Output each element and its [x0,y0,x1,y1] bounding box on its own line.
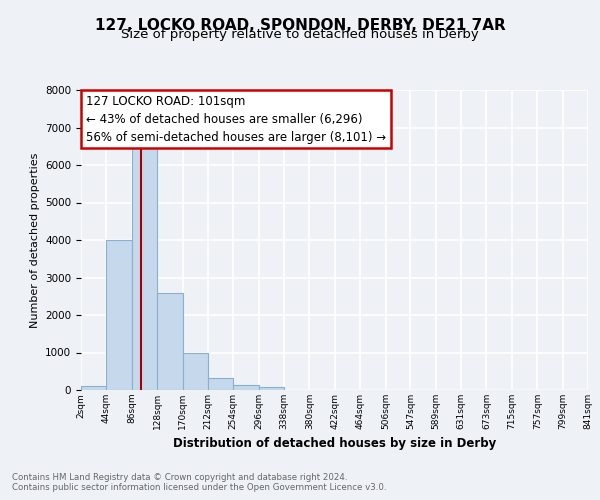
Bar [106,240,132,390]
Text: Size of property relative to detached houses in Derby: Size of property relative to detached ho… [121,28,479,41]
Text: Contains HM Land Registry data © Crown copyright and database right 2024.: Contains HM Land Registry data © Crown c… [12,472,347,482]
Text: Contains public sector information licensed under the Open Government Licence v3: Contains public sector information licen… [12,482,386,492]
Bar [233,385,259,390]
Text: 127, LOCKO ROAD, SPONDON, DERBY, DE21 7AR: 127, LOCKO ROAD, SPONDON, DERBY, DE21 7A… [95,18,505,32]
Bar [81,386,106,390]
Y-axis label: Number of detached properties: Number of detached properties [29,152,40,328]
Bar [259,388,284,390]
X-axis label: Distribution of detached houses by size in Derby: Distribution of detached houses by size … [173,438,496,450]
Bar [132,144,157,390]
Bar [208,378,233,390]
Bar [157,292,182,390]
Bar [182,354,208,390]
Text: 127 LOCKO ROAD: 101sqm
← 43% of detached houses are smaller (6,296)
56% of semi-: 127 LOCKO ROAD: 101sqm ← 43% of detached… [86,94,386,144]
